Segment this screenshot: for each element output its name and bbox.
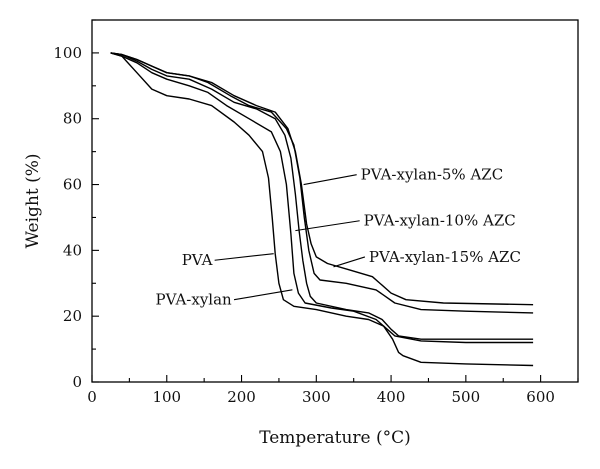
series-line-pva-xylan-10-azc	[110, 52, 534, 340]
series-line-pva-xylan-15-azc	[110, 52, 534, 306]
x-axis-title: Temperature (°C)	[259, 428, 411, 448]
y-tick-label: 40	[63, 241, 82, 259]
y-tick-label: 80	[63, 110, 82, 128]
plot-frame	[91, 19, 579, 383]
x-tick-label: 600	[526, 388, 555, 406]
annotation-leader	[233, 289, 293, 301]
annotation-leader	[214, 253, 274, 261]
annotation-leader	[333, 256, 366, 268]
y-tick-label: 60	[63, 176, 82, 194]
tick-labels: 0 100 200 300 400 500 600 0 20 40 60 80 100	[53, 44, 555, 406]
x-tick-label: 300	[302, 388, 331, 406]
annotation-label: PVA	[182, 251, 213, 269]
x-tick-label: 200	[227, 388, 256, 406]
y-tick-label: 20	[63, 307, 82, 325]
annotation-leader	[295, 220, 360, 232]
annotation-label: PVA-xylan-10% AZC	[364, 212, 516, 230]
x-tick-label: 500	[452, 388, 481, 406]
annotation-label: PVA-xylan-15% AZC	[369, 248, 521, 266]
y-tick-label: 0	[72, 373, 82, 391]
x-tick-label: 100	[152, 388, 181, 406]
series-line-pva	[110, 52, 534, 367]
axis-ticks	[91, 19, 579, 383]
x-tick-label: 0	[87, 388, 97, 406]
y-tick-label: 100	[53, 44, 82, 62]
annotation-label: PVA-xylan-5% AZC	[361, 166, 504, 184]
annotation-leader	[303, 174, 357, 186]
series-curves	[110, 52, 534, 367]
x-tick-label: 400	[377, 388, 406, 406]
series-line-pva-xylan	[110, 52, 534, 344]
y-axis-title: Weight (%)	[23, 153, 43, 248]
annotations: PVA-xylan-5% AZC PVA-xylan-10% AZC PVA-xyl…	[156, 166, 521, 309]
annotation-label: PVA-xylan	[156, 291, 232, 309]
